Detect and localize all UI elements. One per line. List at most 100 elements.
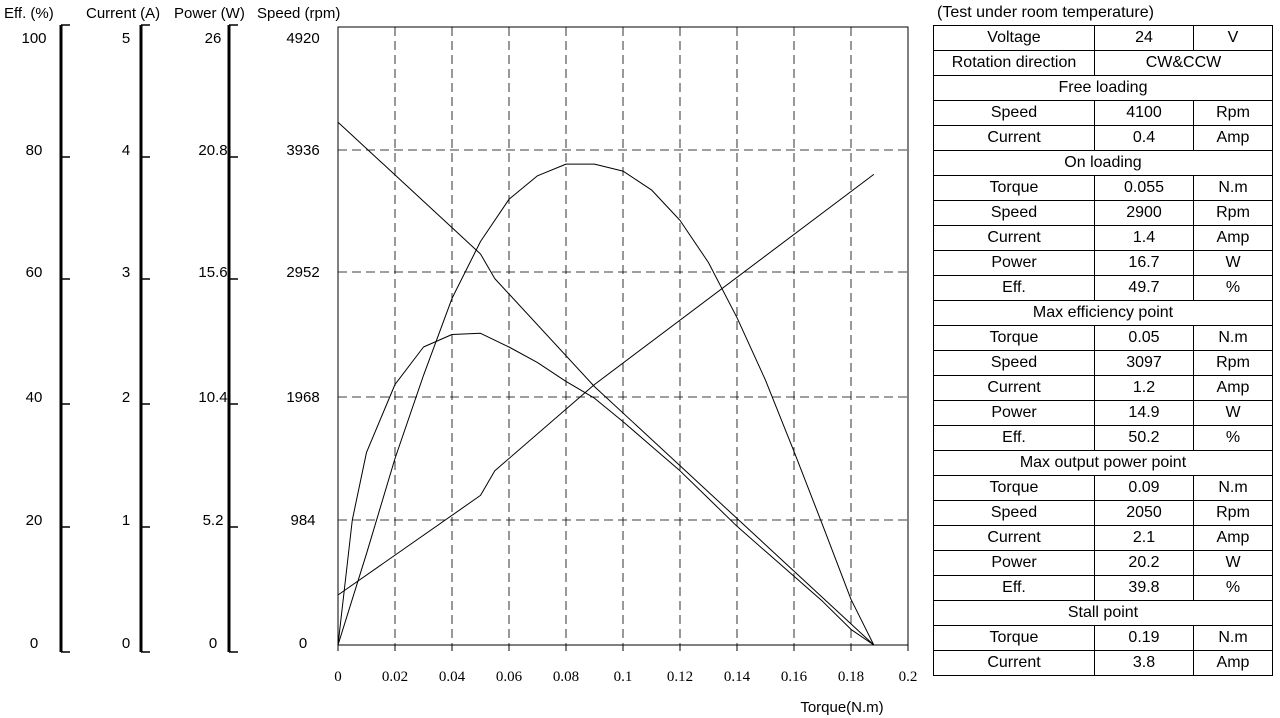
spec-param-label: Current bbox=[933, 375, 1095, 401]
spec-param-value: 0.05 bbox=[1094, 325, 1194, 351]
x-axis-title: Torque(N.m) bbox=[800, 699, 883, 716]
x-tick-label: 0 bbox=[334, 669, 342, 685]
spec-param-unit: Amp bbox=[1193, 650, 1273, 676]
spec-row: Eff. 39.8% bbox=[933, 575, 1273, 601]
spec-param-value: 2050 bbox=[1094, 500, 1194, 526]
y-axis-title: Eff. (%) bbox=[4, 5, 54, 22]
spec-row: Power 20.2 W bbox=[933, 550, 1273, 576]
spec-param-label: Eff. bbox=[933, 275, 1095, 301]
x-tick-label: 0.02 bbox=[382, 669, 408, 685]
spec-section-header: Stall point bbox=[933, 600, 1273, 626]
spec-param-unit: N.m bbox=[1193, 325, 1273, 351]
y-axis-title: Power (W) bbox=[174, 5, 245, 22]
y-tick-label: 3936 bbox=[286, 142, 319, 159]
spec-param-value: 0.4 bbox=[1094, 125, 1194, 151]
spec-row: Current 1.2 Amp bbox=[933, 375, 1273, 401]
y-tick-label: 5.2 bbox=[203, 512, 224, 529]
spec-param-unit: W bbox=[1193, 400, 1273, 426]
spec-param-label: Power bbox=[933, 550, 1095, 576]
y-tick-label: 26 bbox=[205, 30, 222, 47]
spec-param-unit: W bbox=[1193, 250, 1273, 276]
spec-param-label: Voltage bbox=[933, 25, 1095, 51]
x-tick-label: 0.04 bbox=[439, 669, 466, 685]
y-tick-label: 5 bbox=[122, 30, 130, 47]
spec-param-label: Speed bbox=[933, 500, 1095, 526]
y-tick-label: 80 bbox=[26, 142, 43, 159]
power-curve bbox=[337, 163, 875, 646]
spec-param-label: Power bbox=[933, 400, 1095, 426]
spec-row: Torque 0.05 N.m bbox=[933, 325, 1273, 351]
spec-row: Current 2.1 Amp bbox=[933, 525, 1273, 551]
spec-param-unit: Rpm bbox=[1193, 200, 1273, 226]
y-tick-label: 2952 bbox=[286, 264, 319, 281]
spec-param-unit: % bbox=[1193, 275, 1273, 301]
spec-param-unit: % bbox=[1193, 425, 1273, 451]
spec-row: Stall point bbox=[933, 600, 1273, 626]
spec-param-value: 0.09 bbox=[1094, 475, 1194, 501]
y-tick-label: 20.8 bbox=[198, 142, 227, 159]
x-tick-label: 0.12 bbox=[667, 669, 693, 685]
spec-param-label: Torque bbox=[933, 175, 1095, 201]
spec-param-value: 50.2 bbox=[1094, 425, 1194, 451]
spec-row: Speed 2050 Rpm bbox=[933, 500, 1273, 526]
y-tick-label: 40 bbox=[26, 389, 43, 406]
y-tick-label: 984 bbox=[290, 512, 315, 529]
spec-param-unit: % bbox=[1193, 575, 1273, 601]
spec-row: Free loading bbox=[933, 75, 1273, 101]
performance-chart: Eff. (%) 100 80 60 40 20 0 Current (A) 5 4 3 2 1 0 Pow… bbox=[4, 5, 918, 716]
spec-param-value: 20.2 bbox=[1094, 550, 1194, 576]
spec-row: Eff. 50.2% bbox=[933, 425, 1273, 451]
speed-curve bbox=[337, 121, 875, 646]
y-tick-label: 1968 bbox=[286, 389, 319, 406]
spec-row: Rotation direction CW&CCW bbox=[933, 50, 1273, 76]
y-tick-label: 1 bbox=[122, 512, 130, 529]
x-tick-label: 0.2 bbox=[899, 669, 918, 685]
y-tick-label: 4 bbox=[122, 142, 130, 159]
spec-row: Voltage 24 V bbox=[933, 25, 1273, 51]
plot-area: 0 0.02 0.04 0.06 0.08 0.1 0.12 0.14 0.16 0.18 0.2 bbox=[334, 26, 918, 685]
spec-param-label: Torque bbox=[933, 325, 1095, 351]
x-tick-label: 0.14 bbox=[724, 669, 751, 685]
spec-param-value: 0.19 bbox=[1094, 625, 1194, 651]
spec-row: Speed 2900 Rpm bbox=[933, 200, 1273, 226]
spec-row: Speed 4100 Rpm bbox=[933, 100, 1273, 126]
spec-param-value: 4100 bbox=[1094, 100, 1194, 126]
spec-param-value: 2900 bbox=[1094, 200, 1194, 226]
x-tick-label: 0.16 bbox=[781, 669, 808, 685]
spec-section-header: On loading bbox=[933, 150, 1273, 176]
test-condition-note: (Test under room temperature) bbox=[937, 4, 1154, 21]
spec-row: Power 16.7 W bbox=[933, 250, 1273, 276]
spec-param-label: Torque bbox=[933, 625, 1095, 651]
spec-param-value: 39.8 bbox=[1094, 575, 1194, 601]
spec-param-unit: N.m bbox=[1193, 625, 1273, 651]
spec-row: Speed 3097 Rpm bbox=[933, 350, 1273, 376]
spec-param-unit: Rpm bbox=[1193, 500, 1273, 526]
spec-param-label: Current bbox=[933, 225, 1095, 251]
y-tick-label: 0 bbox=[299, 635, 307, 652]
spec-param-label: Current bbox=[933, 650, 1095, 676]
spec-param-label: Current bbox=[933, 525, 1095, 551]
spec-param-unit: N.m bbox=[1193, 175, 1273, 201]
spec-row: Max efficiency point bbox=[933, 300, 1273, 326]
spec-param-unit: V bbox=[1193, 25, 1273, 51]
spec-param-label: Power bbox=[933, 250, 1095, 276]
x-tick-label: 0.08 bbox=[553, 669, 579, 685]
spec-row: Max output power point bbox=[933, 450, 1273, 476]
spec-row: Torque 0.055 N.m bbox=[933, 175, 1273, 201]
spec-param-unit: Amp bbox=[1193, 375, 1273, 401]
spec-param-label: Speed bbox=[933, 200, 1095, 226]
y-tick-label: 2 bbox=[122, 389, 130, 406]
spec-param-value: 49.7 bbox=[1094, 275, 1194, 301]
current-curve bbox=[337, 174, 875, 596]
spec-row: On loading bbox=[933, 150, 1273, 176]
spec-param-value: 16.7 bbox=[1094, 250, 1194, 276]
y-axis-title: Current (A) bbox=[86, 5, 160, 22]
spec-row: Current 3.8 Amp bbox=[933, 650, 1273, 676]
spec-param-label: Torque bbox=[933, 475, 1095, 501]
x-tick-label: 0.1 bbox=[614, 669, 633, 685]
spec-section-header: Max efficiency point bbox=[933, 300, 1273, 326]
y-tick-label: 15.6 bbox=[198, 264, 227, 281]
y-tick-label: 0 bbox=[122, 635, 130, 652]
spec-param-unit: W bbox=[1193, 550, 1273, 576]
spec-table: Voltage 24 V Rotation direction CW&CCW Free l… bbox=[933, 25, 1273, 676]
